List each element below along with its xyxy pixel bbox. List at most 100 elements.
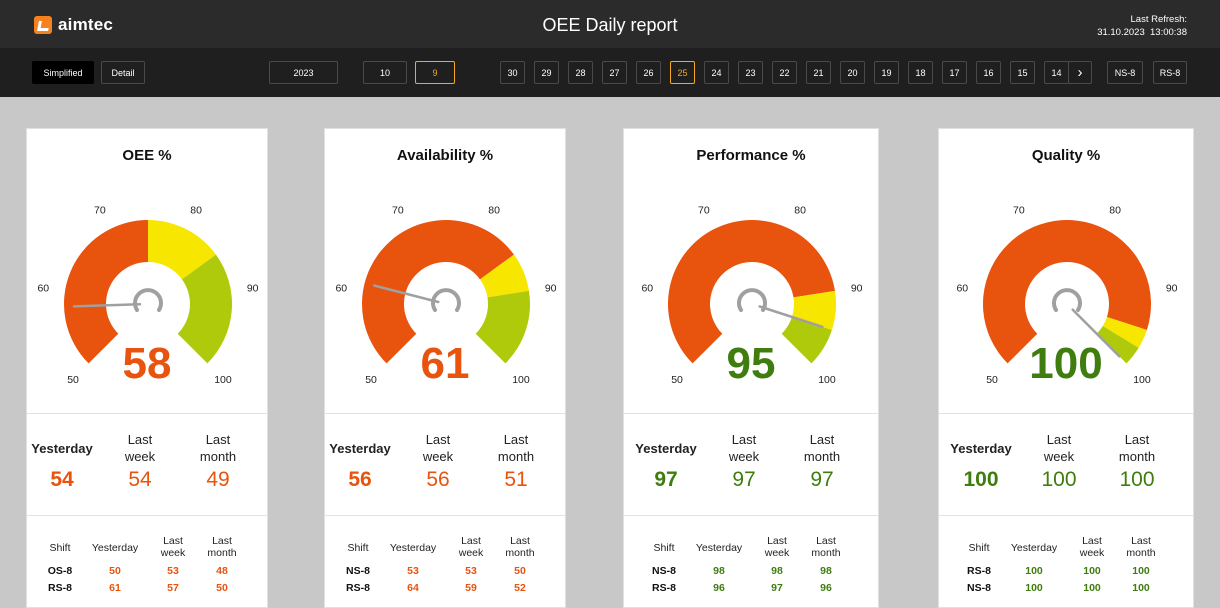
card-title: OEE % bbox=[122, 147, 172, 164]
gauge-chart: 50 60 70 80 90 100 bbox=[335, 205, 557, 386]
line-button-rs-8[interactable]: RS-8 bbox=[1153, 61, 1187, 84]
gauge-tick-label: 50 bbox=[671, 374, 683, 386]
shift-name: NS-8 bbox=[967, 582, 991, 594]
gauge-tick-label: 90 bbox=[545, 282, 557, 294]
year-button[interactable]: 2023 bbox=[269, 61, 338, 84]
shift-header-last-month: Last month bbox=[811, 535, 841, 559]
shift-yesterday-value: 100 bbox=[1025, 565, 1043, 577]
last-refresh-label: Last Refresh: bbox=[1130, 14, 1188, 25]
logo-text: aimtec bbox=[58, 15, 114, 34]
kpi-value: 95 bbox=[726, 339, 776, 388]
gauge-tick-label: 50 bbox=[365, 374, 377, 386]
last-month-label: Last month bbox=[497, 432, 535, 464]
shift-yesterday-value: 61 bbox=[109, 582, 121, 594]
yesterday-label: Yesterday bbox=[635, 441, 697, 456]
divider bbox=[624, 413, 878, 414]
shift-yesterday-value: 50 bbox=[109, 565, 121, 577]
shift-header-yesterday: Yesterday bbox=[389, 542, 437, 554]
day-button-20[interactable]: 20 bbox=[840, 61, 865, 84]
last-month-label: Last month bbox=[199, 432, 237, 464]
shift-header-last-week: Last week bbox=[458, 535, 484, 559]
gauge-zone-green bbox=[177, 254, 232, 364]
day-button-21[interactable]: 21 bbox=[806, 61, 831, 84]
shift-header-last-month: Last month bbox=[1126, 535, 1156, 559]
kpi-card-availability: Availability % 50 60 70 80 90 100 61 Yesterday La… bbox=[324, 128, 566, 608]
shift-last-week-value: 100 bbox=[1083, 565, 1101, 577]
gauge-zone-red bbox=[668, 220, 835, 364]
day-button-19[interactable]: 19 bbox=[874, 61, 899, 84]
shift-name: RS-8 bbox=[346, 582, 370, 594]
shift-header-shift: Shift bbox=[49, 542, 71, 554]
month-button-9[interactable]: 9 bbox=[415, 61, 455, 84]
day-button-17[interactable]: 17 bbox=[942, 61, 967, 84]
day-button-30[interactable]: 30 bbox=[500, 61, 525, 84]
shift-last-month-value: 50 bbox=[514, 565, 526, 577]
last-month-value: 49 bbox=[206, 468, 230, 491]
day-button-14[interactable]: 14 bbox=[1044, 61, 1069, 84]
yesterday-label: Yesterday bbox=[31, 441, 93, 456]
next-days-button[interactable]: › bbox=[1068, 61, 1092, 84]
gauge-tick-label: 100 bbox=[818, 374, 836, 386]
day-button-16[interactable]: 16 bbox=[976, 61, 1001, 84]
day-button-27[interactable]: 27 bbox=[602, 61, 627, 84]
shift-name: NS-8 bbox=[346, 565, 370, 577]
kpi-card-quality: Quality % 50 60 70 80 90 100 100 Yesterday Last we… bbox=[938, 128, 1194, 608]
gauge-hub bbox=[133, 288, 163, 312]
last-week-label: Last week bbox=[422, 432, 454, 464]
logo-icon bbox=[34, 16, 52, 34]
last-refresh-time: 31.10.2023 13:00:38 bbox=[1097, 27, 1187, 38]
last-month-value: 51 bbox=[504, 468, 528, 491]
shift-last-week-value: 53 bbox=[167, 565, 179, 577]
shift-name: RS-8 bbox=[48, 582, 72, 594]
shift-header-last-month: Last month bbox=[207, 535, 237, 559]
shift-name: OS-8 bbox=[47, 565, 73, 577]
gauge-tick-label: 80 bbox=[190, 205, 202, 217]
gauge-tick-label: 60 bbox=[956, 282, 968, 294]
card-title: Quality % bbox=[1031, 147, 1101, 164]
gauge-tick-label: 100 bbox=[214, 374, 232, 386]
kpi-value: 100 bbox=[1029, 339, 1103, 388]
last-week-label: Last week bbox=[124, 432, 156, 464]
yesterday-label: Yesterday bbox=[950, 441, 1012, 456]
gauge-hub bbox=[737, 288, 767, 312]
kpi-card-performance: Performance % 50 60 70 80 90 100 95 Yesterday Las… bbox=[623, 128, 879, 608]
gauge-tick-label: 70 bbox=[392, 205, 404, 217]
day-button-29[interactable]: 29 bbox=[534, 61, 559, 84]
gauge-zone-green bbox=[781, 316, 832, 364]
gauge-tick-label: 50 bbox=[67, 374, 79, 386]
gauge-tick-label: 100 bbox=[1133, 374, 1151, 386]
gauge-tick-label: 80 bbox=[794, 205, 806, 217]
day-button-24[interactable]: 24 bbox=[704, 61, 729, 84]
mode-detail-button[interactable]: Detail bbox=[101, 61, 145, 84]
line-button-ns-8[interactable]: NS-8 bbox=[1107, 61, 1143, 84]
last-week-label: Last week bbox=[1043, 432, 1075, 464]
day-button-25[interactable]: 25 bbox=[670, 61, 695, 84]
shift-last-week-value: 59 bbox=[465, 582, 477, 594]
gauge-tick-label: 100 bbox=[512, 374, 530, 386]
day-button-18[interactable]: 18 bbox=[908, 61, 933, 84]
shift-yesterday-value: 98 bbox=[713, 565, 725, 577]
shift-last-week-value: 53 bbox=[465, 565, 477, 577]
shift-yesterday-value: 96 bbox=[713, 582, 725, 594]
day-button-15[interactable]: 15 bbox=[1010, 61, 1035, 84]
divider bbox=[325, 413, 565, 414]
month-button-10[interactable]: 10 bbox=[363, 61, 407, 84]
card-title: Performance % bbox=[696, 147, 806, 164]
gauge-tick-label: 90 bbox=[1166, 282, 1178, 294]
gauge-needle bbox=[373, 284, 440, 304]
gauge-chart: 50 60 70 80 90 100 bbox=[37, 205, 258, 386]
last-refresh: Last Refresh: 31.10.2023 13:00:38 bbox=[1097, 13, 1187, 39]
day-button-22[interactable]: 22 bbox=[772, 61, 797, 84]
last-month-value: 97 bbox=[810, 468, 834, 491]
yesterday-value: 100 bbox=[963, 468, 999, 491]
yesterday-label: Yesterday bbox=[329, 441, 391, 456]
day-button-23[interactable]: 23 bbox=[738, 61, 763, 84]
day-button-28[interactable]: 28 bbox=[568, 61, 593, 84]
shift-last-month-value: 52 bbox=[514, 582, 526, 594]
gauge-hub bbox=[1052, 288, 1082, 312]
day-button-26[interactable]: 26 bbox=[636, 61, 661, 84]
gauge-tick-label: 60 bbox=[335, 282, 347, 294]
shift-header-yesterday: Yesterday bbox=[695, 542, 743, 554]
shift-yesterday-value: 64 bbox=[407, 582, 419, 594]
mode-simplified-button[interactable]: Simplified bbox=[32, 61, 94, 84]
